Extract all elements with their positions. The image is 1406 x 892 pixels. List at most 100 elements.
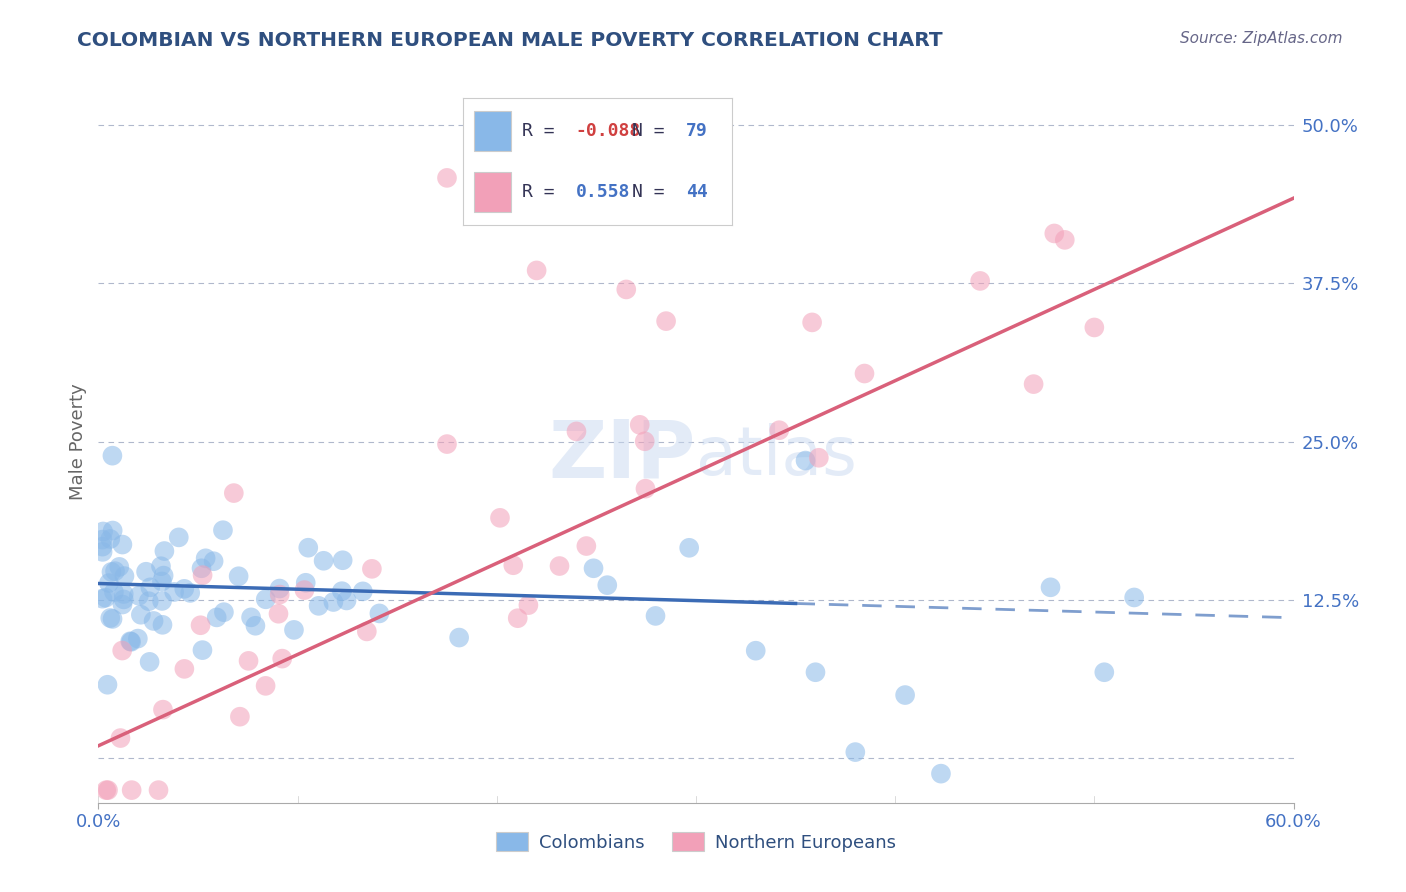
Point (548, 559, 571, 574)
Point (97, 783, 120, 797)
Point (506, 611, 529, 625)
Point (655, 314, 678, 328)
Point (111, 598, 134, 612)
Point (335, 593, 357, 607)
Point (150, 574, 173, 589)
Point (190, 618, 212, 632)
Point (163, 585, 186, 599)
Point (100, 565, 122, 579)
Point (110, 731, 132, 745)
Point (98, 611, 121, 625)
Point (112, 592, 135, 607)
Point (526, 263, 548, 277)
Point (894, 688, 917, 702)
Point (104, 564, 127, 578)
Point (108, 560, 131, 574)
Point (91, 545, 114, 559)
Point (96, 678, 118, 692)
Point (352, 584, 374, 599)
Point (596, 578, 619, 592)
Point (111, 537, 134, 551)
Point (969, 274, 991, 288)
Point (191, 643, 214, 657)
Point (449, 631, 471, 645)
Point (294, 583, 316, 598)
Point (152, 703, 174, 717)
Point (127, 632, 149, 646)
Point (801, 315, 824, 329)
Point (322, 595, 344, 609)
Point (929, 766, 952, 780)
Point (191, 568, 214, 582)
Point (330, 584, 353, 599)
Point (678, 541, 700, 555)
Point (139, 580, 162, 594)
Point (1039, 580, 1062, 594)
Point (167, 530, 190, 544)
Point (614, 282, 637, 296)
Point (283, 623, 305, 637)
Point (129, 607, 152, 622)
Point (644, 608, 666, 623)
Point (245, 619, 267, 633)
Point (240, 610, 263, 624)
Point (768, 423, 790, 437)
Point (98, 532, 121, 546)
Point (804, 665, 827, 680)
Point (368, 607, 391, 621)
Point (111, 643, 134, 657)
Point (103, 585, 125, 599)
Point (634, 434, 657, 449)
Point (91, 591, 114, 606)
Point (254, 592, 277, 607)
Point (844, 745, 866, 759)
Point (152, 568, 174, 582)
Point (190, 561, 212, 575)
Point (436, 170, 458, 185)
Point (114, 569, 136, 583)
Point (517, 598, 540, 612)
Point (91, 540, 114, 554)
Point (173, 662, 195, 676)
Point (94, 591, 117, 605)
Point (152, 617, 174, 632)
Point (361, 562, 384, 576)
Point (101, 612, 124, 626)
Point (120, 634, 142, 648)
Point (267, 607, 290, 621)
Text: ZIP: ZIP (548, 417, 696, 495)
Point (173, 582, 195, 596)
Point (91, 533, 114, 547)
Point (121, 783, 143, 797)
Point (212, 523, 235, 537)
Point (238, 654, 260, 668)
Point (120, 635, 142, 649)
Point (356, 624, 378, 639)
Point (269, 588, 291, 602)
Text: atlas: atlas (696, 423, 856, 489)
Point (628, 417, 651, 432)
Point (101, 449, 124, 463)
Point (1083, 320, 1105, 334)
Point (269, 582, 291, 596)
Text: Source: ZipAtlas.com: Source: ZipAtlas.com (1180, 31, 1343, 46)
Point (1053, 233, 1076, 247)
Point (222, 486, 245, 500)
Point (112, 587, 135, 601)
Text: COLOMBIAN VS NORTHERN EUROPEAN MALE POVERTY CORRELATION CHART: COLOMBIAN VS NORTHERN EUROPEAN MALE POVE… (77, 31, 943, 50)
Point (148, 783, 170, 797)
Point (138, 594, 160, 608)
Point (1022, 377, 1045, 392)
Point (135, 565, 157, 579)
Point (807, 450, 830, 465)
Point (1043, 227, 1066, 241)
Point (745, 643, 768, 657)
Point (1123, 591, 1146, 605)
Point (1092, 665, 1115, 680)
Point (332, 553, 354, 567)
Point (297, 541, 319, 555)
Point (853, 367, 876, 381)
Y-axis label: Male Poverty: Male Poverty (69, 384, 87, 500)
Legend: Colombians, Northern Europeans: Colombians, Northern Europeans (488, 824, 904, 859)
Point (179, 586, 201, 600)
